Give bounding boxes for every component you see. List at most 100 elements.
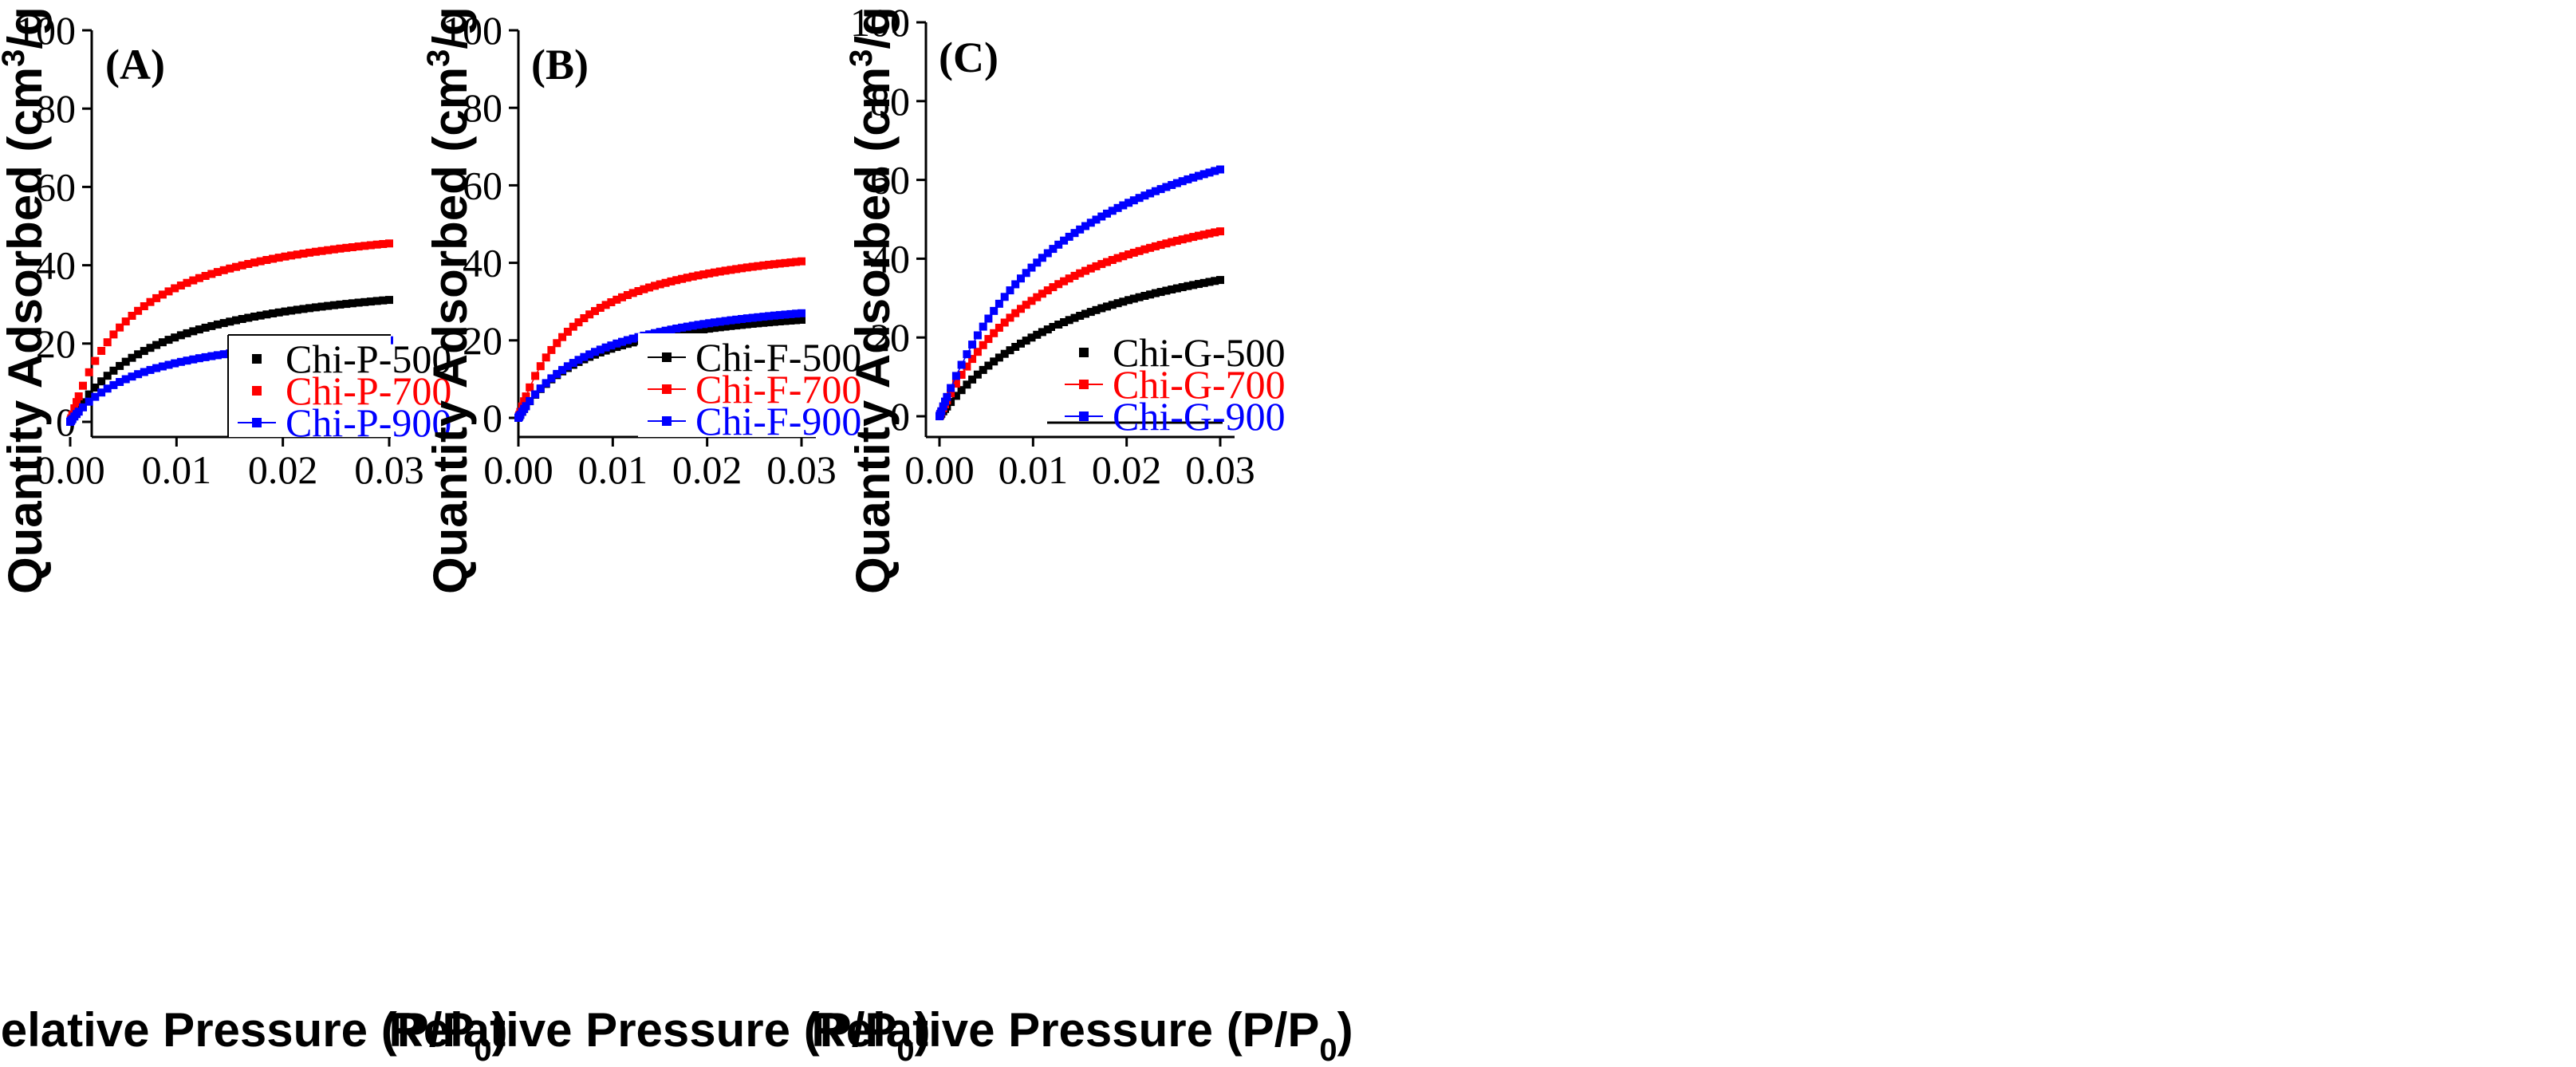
data-point — [372, 240, 381, 249]
y-tick-label: 40 — [463, 241, 502, 285]
data-point — [1065, 232, 1073, 241]
legend-label: Chi-F-500 — [695, 335, 861, 380]
data-point — [585, 350, 594, 359]
data-point — [1140, 191, 1149, 200]
data-point — [109, 330, 118, 339]
data-point — [1195, 171, 1203, 180]
data-point — [727, 321, 735, 330]
data-point — [683, 327, 691, 336]
panel-label: (A) — [105, 41, 165, 89]
data-point — [979, 322, 987, 331]
data-point — [667, 277, 676, 285]
y-tick-label: 80 — [463, 85, 502, 130]
data-point — [293, 250, 301, 259]
data-point — [140, 347, 148, 356]
data-point — [1022, 269, 1030, 278]
data-point — [1081, 309, 1089, 318]
data-point — [1017, 339, 1025, 348]
data-point — [569, 322, 577, 331]
x-tick-label: 0.03 — [766, 447, 837, 492]
data-point — [1000, 349, 1009, 358]
x-axis-title: Relative Pressure (P/P0) — [388, 1003, 930, 1067]
data-point — [1049, 283, 1058, 292]
data-point — [957, 360, 966, 369]
data-point — [596, 304, 605, 312]
data-point — [1054, 321, 1063, 329]
data-point — [759, 261, 768, 270]
data-point — [699, 270, 708, 279]
data-point — [1205, 229, 1214, 238]
data-point — [1146, 290, 1155, 299]
data-point — [372, 297, 381, 305]
data-point — [97, 388, 106, 397]
data-point — [109, 380, 118, 389]
legend-label: Chi-P-500 — [286, 337, 451, 381]
data-point — [645, 283, 654, 292]
data-point — [732, 321, 741, 330]
data-point — [580, 314, 589, 322]
data-point — [1216, 165, 1224, 174]
data-point — [158, 290, 167, 299]
data-point — [91, 356, 100, 365]
data-point — [1017, 274, 1025, 283]
data-point — [1022, 337, 1030, 345]
data-point — [678, 329, 687, 337]
data-point — [1097, 304, 1106, 313]
data-point — [715, 267, 724, 276]
data-point — [1011, 309, 1020, 317]
data-point — [1103, 258, 1111, 266]
data-point — [121, 357, 130, 366]
data-point — [995, 324, 1003, 332]
data-point — [1135, 194, 1144, 203]
data-point — [542, 379, 550, 388]
data-point — [329, 301, 338, 309]
y-tick-label: 20 — [36, 321, 76, 366]
data-point — [984, 314, 993, 323]
data-point — [171, 359, 179, 368]
data-point — [158, 362, 167, 371]
data-point — [103, 372, 112, 380]
data-point — [721, 317, 730, 325]
data-point — [274, 254, 283, 262]
data-point — [317, 246, 326, 255]
data-point — [585, 310, 594, 319]
data-point — [522, 392, 530, 401]
x-tick-label: 0.00 — [35, 447, 105, 492]
x-tick-label: 0.01 — [998, 447, 1069, 492]
data-point — [542, 353, 550, 362]
data-point — [553, 339, 561, 348]
data-point — [158, 338, 167, 347]
data-point — [522, 402, 530, 411]
data-point — [1151, 242, 1160, 250]
data-point — [1199, 230, 1208, 239]
data-point — [311, 303, 320, 312]
data-point — [651, 282, 659, 290]
y-tick-label: 20 — [870, 315, 910, 360]
data-point — [798, 316, 805, 324]
data-point — [103, 338, 112, 347]
data-point — [324, 301, 333, 310]
data-point — [563, 362, 572, 371]
data-point — [1125, 296, 1133, 305]
y-axis-title: Quantity Adsorbed (cm3/g STP) — [0, 0, 52, 594]
data-point — [748, 313, 757, 322]
data-point — [116, 323, 124, 332]
data-point — [207, 321, 216, 330]
y-tick-label: 0 — [483, 396, 502, 440]
data-point — [1070, 313, 1079, 322]
data-point — [1125, 250, 1133, 258]
y-tick-label: 100 — [16, 8, 76, 53]
data-point — [366, 297, 375, 306]
panel-label: (C) — [939, 33, 998, 81]
data-point — [85, 390, 93, 399]
data-point — [656, 328, 664, 337]
x-axis-title: Relative Pressure (P/P0) — [0, 1003, 508, 1067]
data-point — [742, 314, 751, 323]
data-point — [995, 353, 1003, 362]
data-point — [963, 362, 971, 371]
data-point — [1086, 308, 1095, 317]
data-point — [1076, 225, 1085, 234]
data-point — [152, 293, 161, 302]
data-point — [1027, 297, 1036, 305]
data-point — [628, 289, 637, 297]
